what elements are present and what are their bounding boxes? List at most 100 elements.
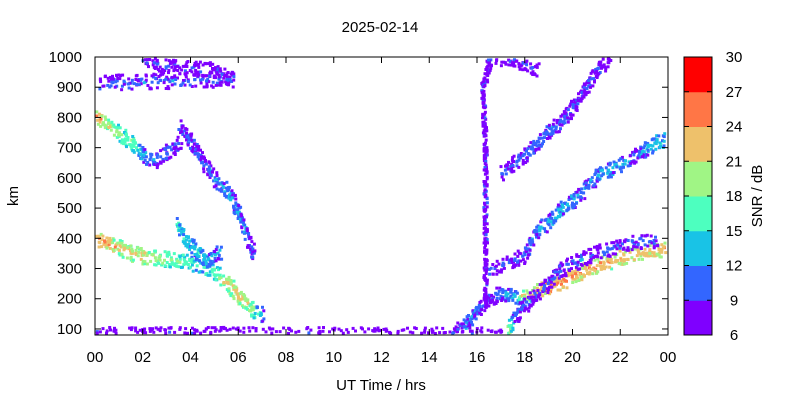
echo-cell: [546, 291, 550, 294]
echo-cell: [635, 149, 639, 153]
echo-cell: [147, 65, 150, 69]
echo-cell: [585, 268, 589, 272]
echo-cell: [487, 267, 491, 271]
echo-cell: [232, 279, 236, 283]
echo-cell: [486, 241, 489, 245]
echo-cell: [195, 144, 199, 148]
echo-cell: [145, 61, 149, 65]
echo-cell: [483, 195, 487, 199]
colorbar-segment: [684, 161, 712, 197]
echo-cell: [604, 166, 608, 170]
echo-cell: [185, 131, 188, 135]
echo-cell: [151, 327, 155, 331]
echo-cell: [573, 261, 577, 265]
echo-cell: [202, 253, 206, 257]
echo-cell: [650, 251, 654, 254]
echo-cell: [141, 259, 145, 263]
echo-cell: [197, 157, 201, 161]
echo-cell: [142, 81, 146, 85]
echo-cell: [208, 161, 212, 165]
echo-cell: [163, 69, 167, 72]
echo-cell: [471, 323, 475, 327]
echo-cell: [143, 154, 147, 158]
echo-cell: [199, 70, 203, 74]
echo-cell: [518, 67, 522, 71]
echo-cell: [143, 58, 147, 62]
echo-cell: [96, 118, 100, 122]
echo-cell: [167, 87, 171, 91]
echo-cell: [170, 258, 174, 262]
echo-cell: [219, 326, 223, 329]
echo-cell: [582, 182, 586, 186]
echo-cell: [551, 122, 555, 126]
echo-cell: [516, 249, 520, 253]
echo-cell: [484, 155, 488, 159]
echo-cell: [559, 269, 563, 273]
echo-cell: [619, 244, 622, 248]
echo-cell: [130, 147, 134, 151]
echo-cell: [570, 256, 574, 259]
echo-cell: [481, 93, 485, 97]
echo-cell: [632, 258, 636, 262]
echo-cell: [518, 301, 522, 305]
echo-cell: [593, 258, 597, 262]
echo-cell: [215, 72, 219, 76]
echo-cell: [521, 254, 525, 258]
echo-cell: [130, 326, 134, 330]
echo-cell: [651, 149, 655, 153]
echo-cell: [234, 327, 238, 331]
echo-cell: [556, 288, 560, 292]
echo-cell: [234, 203, 238, 206]
echo-cell: [188, 248, 192, 251]
echo-cell: [618, 246, 622, 250]
echo-cell: [507, 297, 511, 301]
echo-cell: [500, 299, 504, 302]
echo-cell: [523, 260, 527, 264]
echo-cell: [521, 158, 525, 162]
echo-cell: [185, 253, 189, 257]
echo-cell: [538, 233, 542, 237]
echo-cell: [117, 133, 121, 137]
echo-cell: [139, 247, 143, 250]
echo-cell: [124, 143, 128, 147]
echo-cell: [663, 132, 667, 136]
echo-cell: [654, 239, 658, 243]
echo-cell: [95, 114, 99, 118]
echo-cell: [170, 260, 174, 264]
echo-cell: [521, 68, 525, 72]
echo-cell: [485, 215, 488, 219]
echo-cell: [220, 257, 224, 261]
echo-cell: [535, 298, 539, 302]
echo-cell: [241, 294, 245, 298]
echo-cell: [125, 256, 129, 260]
y-tick-label: 900: [57, 79, 82, 96]
echo-cell: [157, 69, 161, 73]
echo-cell: [576, 267, 580, 271]
echo-cell: [482, 96, 486, 100]
echo-cell: [643, 141, 647, 145]
echo-cell: [563, 201, 567, 205]
echo-cell: [482, 89, 486, 93]
echo-cell: [566, 257, 569, 261]
echo-cell: [190, 255, 194, 259]
echo-cell: [535, 74, 539, 78]
echo-cell: [572, 103, 575, 107]
echo-cell: [553, 281, 557, 285]
echo-cell: [470, 331, 474, 335]
echo-cell: [211, 85, 215, 89]
echo-cell: [176, 259, 180, 263]
echo-cell: [230, 196, 234, 200]
echo-cell: [505, 255, 509, 259]
echo-cell: [472, 310, 476, 314]
echo-cell: [129, 244, 133, 248]
echo-cell: [207, 168, 211, 171]
echo-cell: [175, 138, 179, 142]
echo-cell: [589, 85, 592, 89]
echo-cell: [225, 281, 229, 285]
echo-cell: [580, 97, 584, 101]
echo-cell: [489, 66, 493, 70]
echo-cell: [460, 322, 464, 326]
echo-cell: [197, 270, 201, 274]
echo-cell: [210, 262, 214, 265]
echo-cell: [236, 297, 240, 301]
